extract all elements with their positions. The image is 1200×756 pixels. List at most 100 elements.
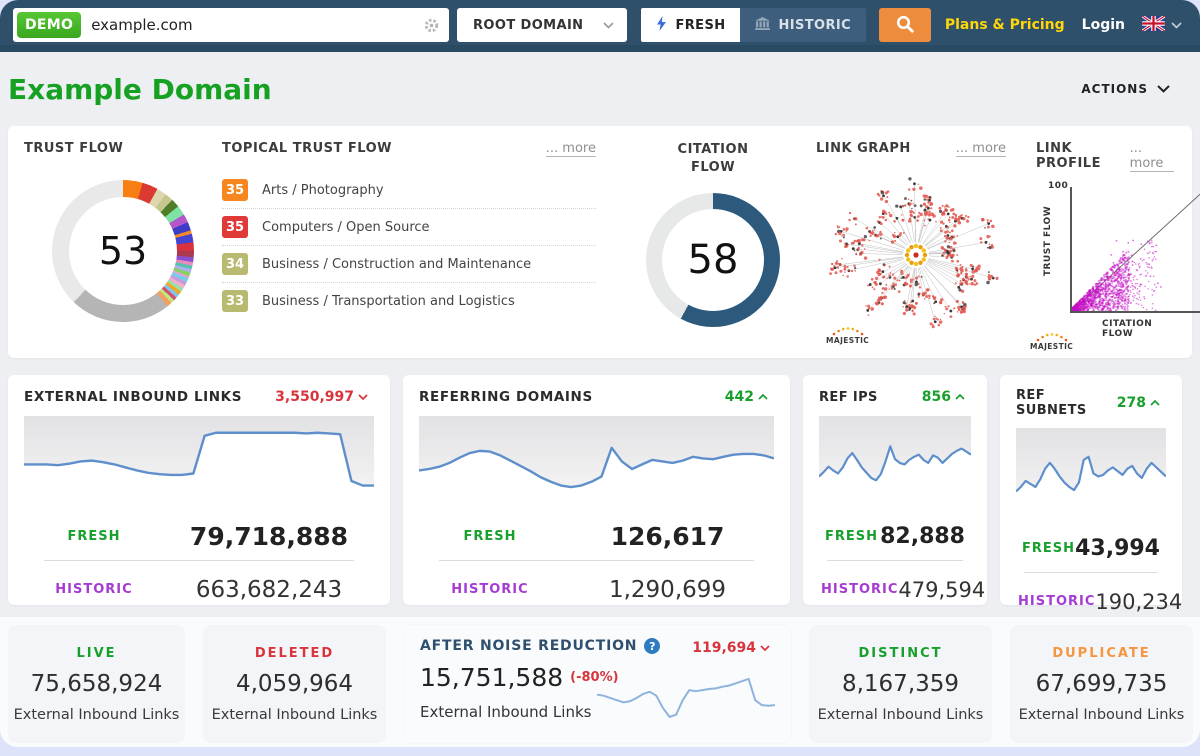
trust-flow-title: TRUST FLOW xyxy=(24,141,124,156)
topical-trust-flow-section: TOPICAL TRUST FLOW ... more 35 Arts / Ph… xyxy=(222,141,610,348)
topical-list-item[interactable]: 34 Business / Construction and Maintenan… xyxy=(222,245,596,282)
topical-trust-flow-title: TOPICAL TRUST FLOW xyxy=(222,141,392,156)
top-nav-bar: DEMO ROOT DOMAIN FRESH HISTORIC xyxy=(0,0,1200,52)
topical-list-item[interactable]: 35 Computers / Open Source xyxy=(222,208,596,245)
chevron-down-icon xyxy=(1171,21,1182,29)
bank-icon xyxy=(755,16,771,34)
trend-value: 278 xyxy=(1116,395,1146,411)
topical-item-label: Computers / Open Source xyxy=(262,219,430,235)
y-axis-max-label: 100 xyxy=(1048,181,1069,191)
divider xyxy=(439,560,754,561)
search-icon xyxy=(895,14,915,37)
card-title: REFERRING DOMAINS xyxy=(419,389,593,405)
duplicate-subtitle: External Inbound Links xyxy=(1018,706,1185,723)
trust-flow-donut: 53 xyxy=(52,180,194,322)
majestic-logo: MAJESTIC xyxy=(1030,332,1074,351)
gear-icon[interactable] xyxy=(423,17,440,34)
link-graph-more-link[interactable]: ... more xyxy=(955,141,1006,157)
tab-historic-label: HISTORIC xyxy=(778,17,852,33)
link-profile-more-link[interactable]: ... more xyxy=(1129,141,1174,172)
link-graph-section: LINK GRAPH ... more MAJESTIC xyxy=(816,141,1022,348)
link-profile-title: LINK PROFILE xyxy=(1036,141,1101,171)
historic-row: HISTORIC 663,682,243 xyxy=(24,567,374,612)
link-profile-plot[interactable] xyxy=(1070,187,1200,313)
noise-title: AFTER NOISE REDUCTION xyxy=(420,638,638,654)
trend-up-icon xyxy=(758,394,768,400)
topical-list-item[interactable]: 33 Business / Transportation and Logisti… xyxy=(222,282,596,319)
tab-historic[interactable]: HISTORIC xyxy=(740,8,867,42)
fresh-row: FRESH 126,617 xyxy=(419,514,774,559)
search-input[interactable] xyxy=(81,16,423,34)
deleted-subtitle: External Inbound Links xyxy=(211,706,378,723)
trend-down-icon xyxy=(358,394,368,400)
fresh-value: 79,718,888 xyxy=(189,522,349,551)
citation-flow-value: 58 xyxy=(662,209,764,312)
link-profile-section: LINK PROFILE ... more 100 TRUST FLOW CIT… xyxy=(1022,141,1200,351)
topical-score-badge: 34 xyxy=(222,253,248,275)
topical-score-badge: 33 xyxy=(222,290,248,312)
deleted-card: DELETED 4,059,964 External Inbound Links xyxy=(203,625,386,743)
trend-value: 856 xyxy=(921,389,951,405)
site-search-group: DEMO xyxy=(13,8,449,42)
historic-label: HISTORIC xyxy=(821,582,899,597)
historic-row: HISTORIC 479,594 xyxy=(819,567,985,612)
trend-toggle[interactable]: 442 xyxy=(719,388,774,406)
actions-button[interactable]: ACTIONS xyxy=(1075,81,1176,97)
fresh-label: FRESH xyxy=(825,529,879,544)
citation-flow-section: CITATION FLOW 58 xyxy=(610,141,816,348)
historic-label: HISTORIC xyxy=(1018,594,1096,609)
divider xyxy=(1024,572,1158,573)
noise-subtitle: External Inbound Links xyxy=(420,703,592,721)
noise-percent: (-80%) xyxy=(570,670,619,685)
y-axis-label: TRUST FLOW xyxy=(1043,205,1054,277)
noise-value: 15,751,588 xyxy=(420,663,564,692)
trend-toggle[interactable]: 856 xyxy=(916,388,971,406)
divider xyxy=(827,560,963,561)
summary-band: LIVE 75,658,924 External Inbound Links D… xyxy=(0,617,1200,747)
plans-pricing-link[interactable]: Plans & Pricing xyxy=(944,17,1065,33)
lightning-icon xyxy=(656,15,667,35)
distinct-subtitle: External Inbound Links xyxy=(817,706,984,723)
top-nav-right: Plans & Pricing Login xyxy=(945,8,1182,42)
duplicate-title: DUPLICATE xyxy=(1052,645,1151,661)
topical-item-label: Business / Construction and Maintenance xyxy=(262,256,532,272)
majestic-logo-text: MAJESTIC xyxy=(1030,341,1074,351)
duplicate-value: 67,699,735 xyxy=(1035,670,1168,697)
live-value: 75,658,924 xyxy=(30,670,163,697)
trend-chart xyxy=(819,416,971,508)
metric-cards-row: EXTERNAL INBOUND LINKS 3,550,997 FRESH 7… xyxy=(8,375,1192,614)
chevron-down-icon xyxy=(1157,85,1170,93)
trend-chart xyxy=(419,416,774,508)
fresh-row: FRESH 43,994 xyxy=(1016,526,1166,571)
page-title: Example Domain xyxy=(8,72,272,106)
link-graph-visualization[interactable] xyxy=(820,167,1012,339)
trend-chart xyxy=(24,416,374,508)
trust-flow-value: 53 xyxy=(69,197,177,305)
topical-score-badge: 35 xyxy=(222,216,248,238)
help-icon[interactable]: ? xyxy=(644,638,661,654)
fresh-label: FRESH xyxy=(67,529,121,544)
search-button[interactable] xyxy=(879,8,932,42)
root-domain-label: ROOT DOMAIN xyxy=(473,17,584,33)
distinct-title: DISTINCT xyxy=(858,645,943,661)
login-link[interactable]: Login xyxy=(1081,17,1125,33)
topical-more-link[interactable]: ... more xyxy=(545,141,596,157)
trend-value: 3,550,997 xyxy=(275,389,354,405)
topical-list-item[interactable]: 35 Arts / Photography xyxy=(222,172,596,208)
trend-up-icon xyxy=(955,394,965,400)
fresh-value: 43,994 xyxy=(1075,536,1160,561)
trend-chart xyxy=(1016,428,1166,520)
fresh-label: FRESH xyxy=(1022,541,1076,556)
trend-toggle[interactable]: 119,694 xyxy=(686,639,776,657)
language-selector[interactable] xyxy=(1141,14,1182,35)
overview-panel: TRUST FLOW 53 TOPICAL TRUST FLOW ... mor… xyxy=(8,126,1200,358)
fresh-row: FRESH 82,888 xyxy=(819,514,971,559)
tab-fresh[interactable]: FRESH xyxy=(641,8,741,42)
historic-value: 479,594 xyxy=(898,577,986,602)
trend-toggle[interactable]: 3,550,997 xyxy=(269,388,374,406)
majestic-logo-text: MAJESTIC xyxy=(826,335,870,345)
root-domain-select[interactable]: ROOT DOMAIN xyxy=(457,8,628,42)
card-title: REF IPS xyxy=(819,389,878,405)
trend-toggle[interactable]: 278 xyxy=(1111,394,1166,412)
citation-flow-title: CITATION FLOW xyxy=(677,142,749,176)
